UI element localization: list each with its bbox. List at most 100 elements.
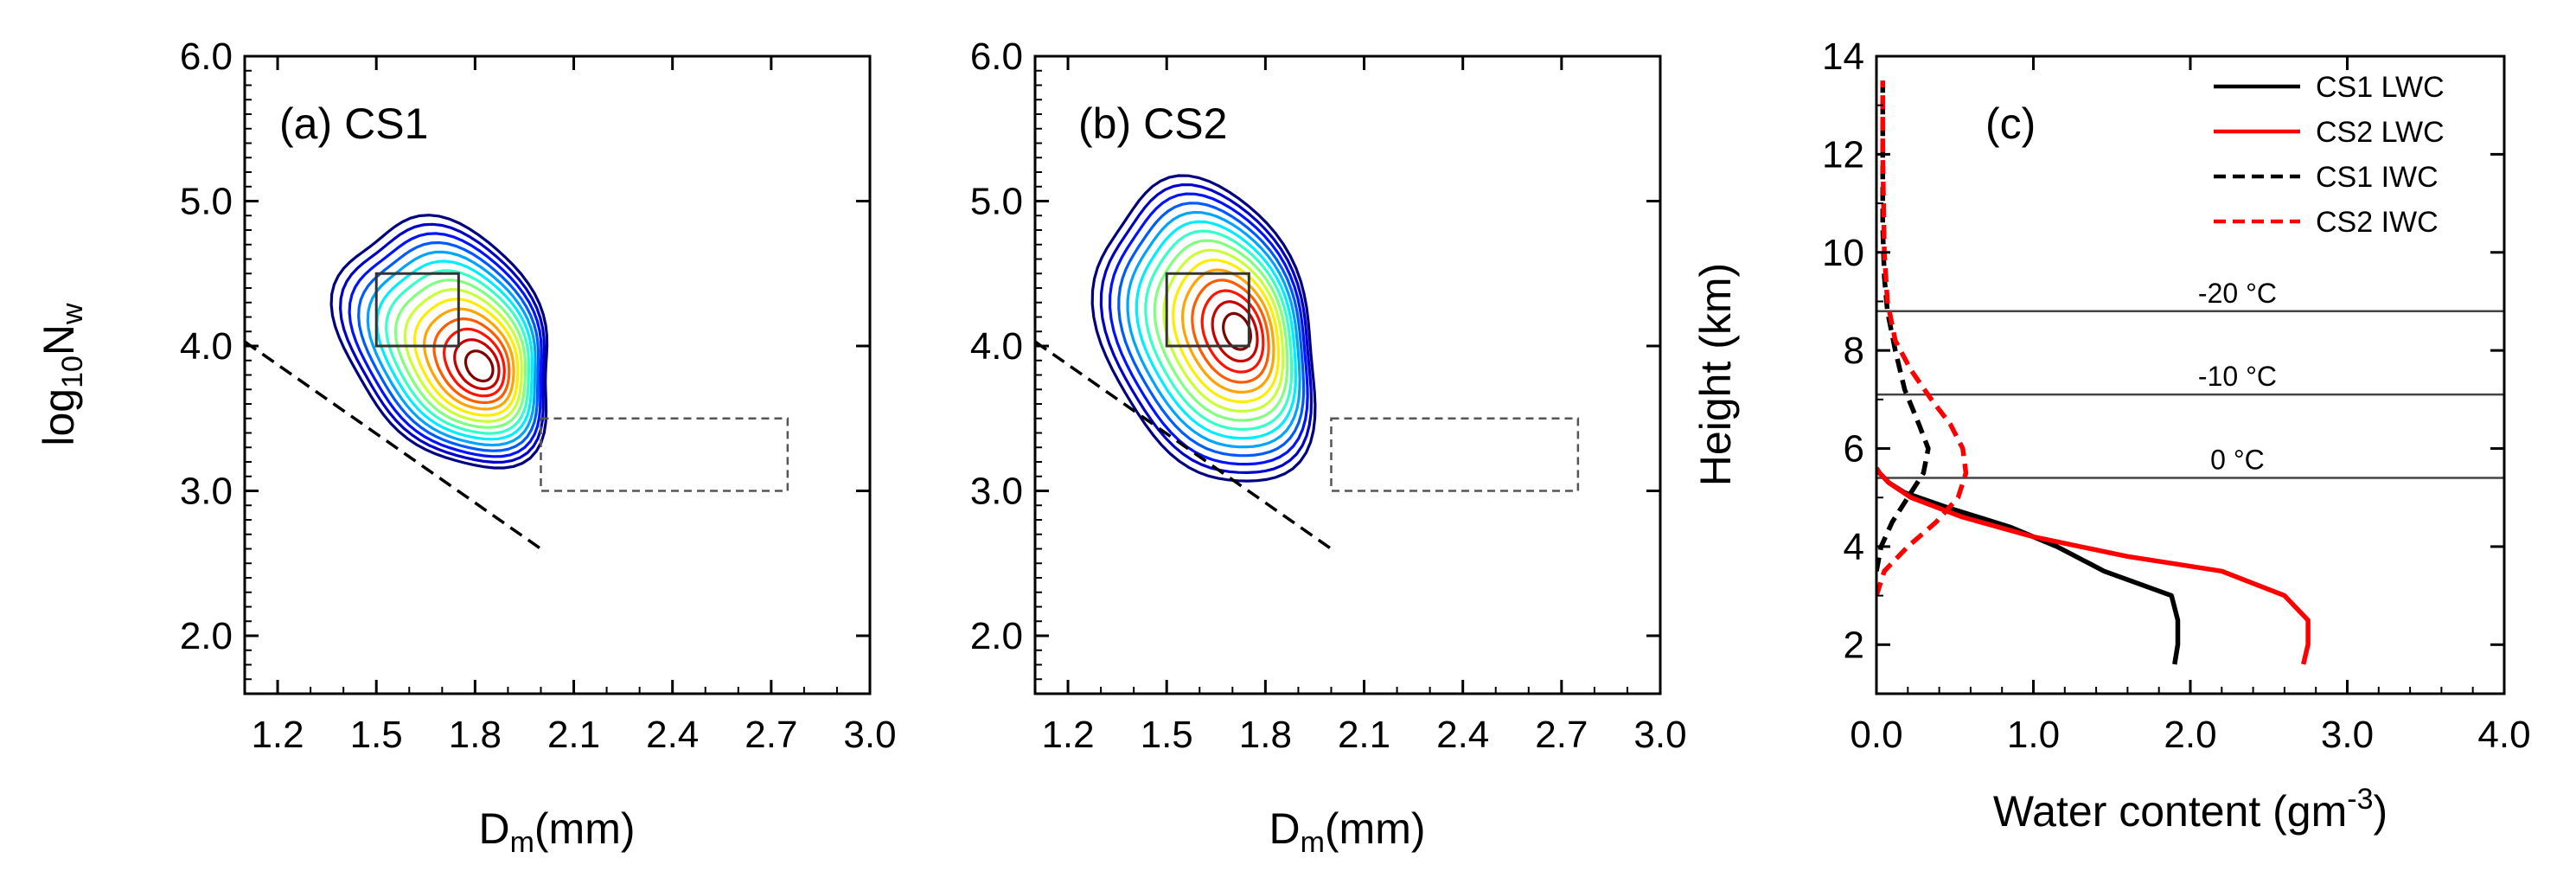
contour-line <box>348 232 543 458</box>
y-tick-label: 3.0 <box>970 471 1023 513</box>
x-tick-label: 1.0 <box>2007 714 2060 756</box>
contour-line <box>412 298 520 417</box>
panel-b-contours <box>1090 174 1317 483</box>
x-tick-label: 1.2 <box>1041 714 1094 756</box>
panel-a-ticks: 1.2 1.5 1.8 2.1 2.4 2.7 3.0 2.0 3.0 4.0 5.0 6.0 <box>180 35 897 756</box>
series-line <box>1876 466 2311 665</box>
series-line <box>1876 466 2181 665</box>
y-tick-label: 4 <box>1844 526 1864 568</box>
y-tick-label: 4.0 <box>180 325 233 368</box>
legend-label: CS1 LWC <box>2316 71 2445 104</box>
panel-c-xlabel: Water content (gm-3) <box>1993 783 2387 836</box>
panel-b: 1.2 1.5 1.8 2.1 2.4 2.7 3.0 2.0 3.0 4.0 5.0 6.0 (b)… <box>970 35 1687 859</box>
legend-label: CS2 IWC <box>2316 206 2439 239</box>
legend-label: CS1 IWC <box>2316 161 2439 194</box>
x-tick-label: 1.5 <box>1141 714 1193 756</box>
x-tick-label: 1.8 <box>1239 714 1292 756</box>
panel-c-series <box>1876 80 2311 665</box>
contour-line <box>329 214 549 470</box>
y-tick-label: 2.0 <box>180 615 233 657</box>
legend-label: CS2 LWC <box>2316 116 2445 149</box>
contour-line <box>385 269 531 435</box>
contour-line <box>1211 300 1259 363</box>
contour-line <box>1108 192 1309 466</box>
x-tick-label: 4.0 <box>2477 714 2530 756</box>
contour-line <box>338 222 547 464</box>
x-tick-label: 3.0 <box>1633 714 1686 756</box>
solid-box <box>374 272 460 348</box>
panel-a-overlays <box>245 272 789 550</box>
dashed-boundary-line <box>1035 340 1333 550</box>
y-tick-label: 3.0 <box>180 471 233 513</box>
isotherm-label: -20 °C <box>2198 278 2277 309</box>
contour-line <box>442 327 506 398</box>
contour-line <box>453 338 501 391</box>
contour-line <box>403 288 523 423</box>
panel-a-label: (a) CS1 <box>279 99 428 148</box>
contour-line <box>1172 258 1281 404</box>
y-tick-label: 10 <box>1822 232 1864 274</box>
panel-c-isotherms: -20 °C -10 °C 0 °C <box>1876 278 2504 479</box>
isotherm-label: -10 °C <box>2198 361 2277 392</box>
dashed-box <box>1330 417 1580 492</box>
y-tick-label: 6 <box>1844 428 1864 471</box>
x-tick-label: 2.0 <box>2164 714 2216 756</box>
contour-line <box>463 349 495 383</box>
contour-line <box>366 250 537 447</box>
panel-a-ylabel: log10Nw <box>35 303 89 446</box>
x-tick-label: 2.7 <box>1535 714 1588 756</box>
y-tick-label: 6.0 <box>970 35 1023 78</box>
x-tick-label: 1.2 <box>251 714 304 756</box>
contour-line <box>1090 174 1317 483</box>
panel-c-ticks: 0.0 1.0 2.0 3.0 4.0 2 4 6 8 10 12 14 <box>1822 35 2531 756</box>
y-tick-label: 12 <box>1822 133 1864 176</box>
x-tick-label: 3.0 <box>843 714 896 756</box>
panel-a: 1.2 1.5 1.8 2.1 2.4 2.7 3.0 2.0 3.0 4.0 5.0 6.0 (a)… <box>35 35 897 859</box>
x-tick-label: 3.0 <box>2321 714 2374 756</box>
y-tick-label: 2.0 <box>970 615 1023 657</box>
contour-line <box>357 240 540 452</box>
x-tick-label: 0.0 <box>1850 714 1902 756</box>
contour-line <box>1153 239 1289 422</box>
y-tick-label: 6.0 <box>180 35 233 78</box>
x-tick-label: 2.1 <box>547 714 600 756</box>
contour-line <box>432 317 511 405</box>
contour-line <box>393 279 527 429</box>
contour-line <box>1162 248 1285 413</box>
y-tick-label: 2 <box>1844 624 1864 666</box>
contour-line <box>1200 289 1265 374</box>
contour-line <box>375 259 534 441</box>
x-tick-label: 1.8 <box>449 714 502 756</box>
panel-b-overlays <box>1035 272 1580 550</box>
y-tick-label: 8 <box>1844 330 1864 372</box>
contour-line <box>1135 220 1298 440</box>
panel-a-frame <box>243 54 872 695</box>
panel-c-label: (c) <box>1985 99 2036 148</box>
panel-a-xlabel: Dm(mm) <box>478 804 635 859</box>
contour-line <box>1191 279 1270 384</box>
solid-box <box>1165 272 1250 348</box>
dashed-box <box>540 417 789 492</box>
panel-c-ylabel: Height (km) <box>1691 263 1740 486</box>
y-tick-label: 5.0 <box>180 181 233 223</box>
panel-b-ticks: 1.2 1.5 1.8 2.1 2.4 2.7 3.0 2.0 3.0 4.0 5.0 6.0 <box>970 35 1687 756</box>
contour-line <box>1117 202 1306 458</box>
x-tick-label: 2.7 <box>745 714 797 756</box>
y-tick-label: 5.0 <box>970 181 1023 223</box>
contour-line <box>422 307 515 411</box>
panel-b-label: (b) CS2 <box>1078 99 1227 148</box>
panel-c: -20 °C -10 °C 0 °C 0.0 1.0 2.0 3.0 4.0 2 4 6 8 10 12… <box>1691 35 2531 836</box>
panel-b-frame <box>1033 54 1662 695</box>
x-tick-label: 2.4 <box>646 714 699 756</box>
isotherm-label: 0 °C <box>2210 445 2265 476</box>
x-tick-label: 1.5 <box>350 714 403 756</box>
series-line <box>1876 80 1969 597</box>
panel-a-contours <box>329 214 549 470</box>
contour-line <box>1099 183 1314 475</box>
x-tick-label: 2.1 <box>1338 714 1390 756</box>
dashed-boundary-line <box>245 340 542 550</box>
panel-c-frame <box>1875 54 2506 695</box>
y-tick-label: 14 <box>1822 35 1864 78</box>
y-tick-label: 4.0 <box>970 325 1023 368</box>
